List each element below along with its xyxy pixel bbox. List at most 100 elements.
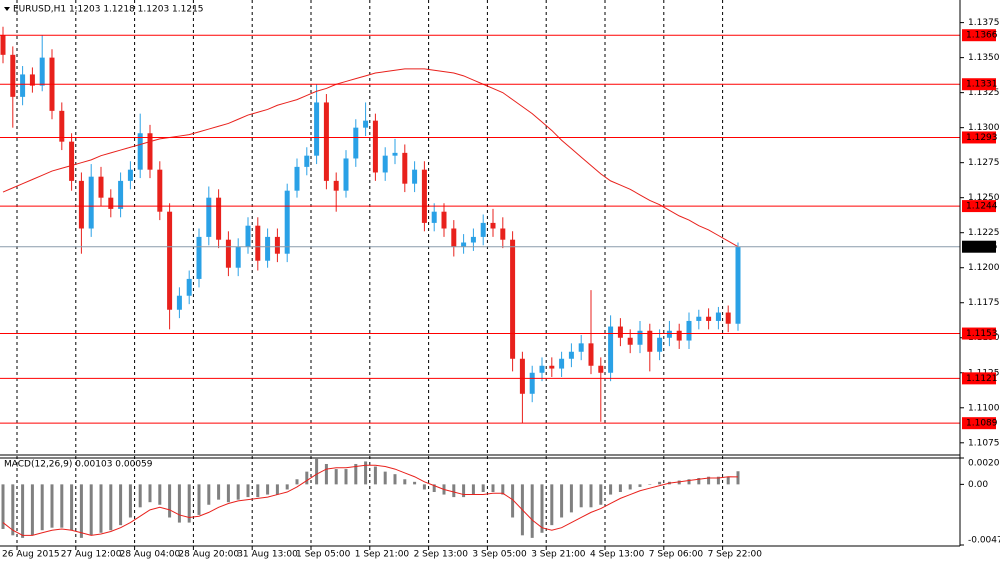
candle-body bbox=[696, 316, 702, 321]
candle-body bbox=[323, 102, 329, 181]
candle-body bbox=[10, 54, 16, 97]
histogram-bar bbox=[413, 481, 417, 485]
candle-body bbox=[500, 228, 506, 240]
candle-body bbox=[686, 320, 692, 341]
plot bbox=[0, 26, 960, 538]
histogram-bar bbox=[373, 466, 377, 485]
histogram-bar bbox=[305, 471, 309, 485]
histogram-bar bbox=[70, 484, 74, 531]
histogram-bar bbox=[628, 484, 632, 490]
candle-body bbox=[706, 316, 712, 321]
x-tick-label: 28 Aug 04:00 bbox=[120, 550, 181, 560]
histogram-bar bbox=[275, 484, 279, 495]
histogram-bar bbox=[462, 484, 466, 498]
histogram-bar bbox=[40, 484, 44, 531]
candle-body bbox=[118, 180, 124, 209]
x-tick-label: 4 Sep 13:00 bbox=[590, 550, 645, 560]
y-tick-label: 1.1275 bbox=[968, 158, 1000, 168]
candle-body bbox=[559, 358, 565, 369]
histogram-bar bbox=[324, 463, 328, 485]
candle-body bbox=[588, 343, 594, 366]
candle-body bbox=[627, 337, 633, 345]
histogram-bar bbox=[285, 484, 289, 490]
histogram-bar bbox=[79, 484, 83, 538]
histogram-bar bbox=[197, 484, 201, 515]
x-tick-label: 27 Aug 12:00 bbox=[61, 550, 122, 560]
candle-body bbox=[461, 242, 467, 247]
level-label: 1.1153 bbox=[966, 329, 998, 339]
histogram-bar bbox=[50, 484, 54, 528]
histogram-bar bbox=[148, 484, 152, 503]
histogram-bar bbox=[726, 476, 730, 485]
histogram-bar bbox=[217, 484, 221, 500]
histogram-bar bbox=[452, 484, 456, 498]
histogram-bar bbox=[393, 474, 397, 485]
menu-icon[interactable] bbox=[4, 7, 10, 11]
candle-body bbox=[647, 330, 653, 352]
candle-body bbox=[147, 133, 153, 170]
candle-body bbox=[216, 197, 222, 240]
x-tick-label: 1 Sep 21:00 bbox=[355, 550, 410, 560]
histogram-bar bbox=[569, 484, 573, 513]
histogram-bar bbox=[481, 484, 485, 493]
histogram-bar bbox=[187, 484, 191, 523]
candle-body bbox=[510, 239, 516, 359]
candle-body bbox=[431, 211, 437, 223]
level-box bbox=[962, 29, 996, 42]
candle-body bbox=[176, 295, 182, 310]
histogram-bar bbox=[579, 484, 583, 508]
candle-body bbox=[186, 278, 192, 296]
histogram-bar bbox=[109, 484, 113, 531]
candle-body bbox=[284, 190, 290, 254]
moving-average bbox=[2, 68, 739, 248]
histogram-bar bbox=[697, 477, 701, 485]
level-label: 1.1331 bbox=[966, 80, 998, 90]
level-label: 1.1293 bbox=[966, 133, 998, 143]
candle-body bbox=[167, 211, 173, 310]
candle-body bbox=[196, 236, 202, 279]
candle-body bbox=[608, 326, 614, 373]
histogram-bar bbox=[648, 484, 652, 485]
signal-line bbox=[2, 464, 739, 536]
candle-body bbox=[127, 169, 133, 181]
candle-body bbox=[402, 152, 408, 184]
candle-body bbox=[157, 169, 163, 212]
candle-body bbox=[490, 222, 496, 229]
histogram-bar bbox=[383, 471, 387, 485]
histogram-bar bbox=[236, 484, 240, 500]
candle-body bbox=[412, 169, 418, 184]
x-tick-label: 2 Sep 13:00 bbox=[414, 550, 469, 560]
x-tick-label: 31 Aug 13:00 bbox=[237, 550, 298, 560]
candle-body bbox=[539, 365, 545, 373]
candle-body bbox=[549, 365, 555, 369]
candle-body bbox=[29, 74, 35, 86]
candle-body bbox=[392, 152, 398, 156]
y-tick-label: 1.1225 bbox=[968, 228, 1000, 238]
histogram-bar bbox=[99, 484, 103, 533]
histogram-bar bbox=[226, 484, 230, 503]
last-price-box bbox=[962, 240, 996, 253]
histogram-bar bbox=[540, 484, 544, 533]
level-box bbox=[962, 372, 996, 385]
histogram-bar bbox=[246, 484, 250, 498]
candle-body bbox=[382, 155, 388, 173]
candle-body bbox=[637, 330, 643, 345]
histogram-bar bbox=[21, 484, 25, 538]
x-tick-label: 28 Aug 20:00 bbox=[178, 550, 239, 560]
candle-body bbox=[206, 197, 212, 237]
histogram-bar bbox=[687, 479, 691, 485]
candle-body bbox=[578, 343, 584, 352]
level-label: 1.1366 bbox=[966, 31, 998, 41]
candle-body bbox=[274, 236, 280, 254]
x-tick-label: 1 Sep 05:00 bbox=[296, 550, 351, 560]
histogram-bar bbox=[599, 484, 603, 505]
histogram-bar bbox=[707, 476, 711, 485]
histogram-bar bbox=[422, 484, 426, 490]
candle-body bbox=[314, 102, 320, 156]
y-tick-label: 1.1075 bbox=[968, 438, 1000, 448]
histogram-bar bbox=[638, 484, 642, 487]
level-box bbox=[962, 417, 996, 430]
candle-body bbox=[657, 337, 663, 352]
candle-body bbox=[304, 155, 310, 167]
candle-body bbox=[617, 326, 623, 338]
